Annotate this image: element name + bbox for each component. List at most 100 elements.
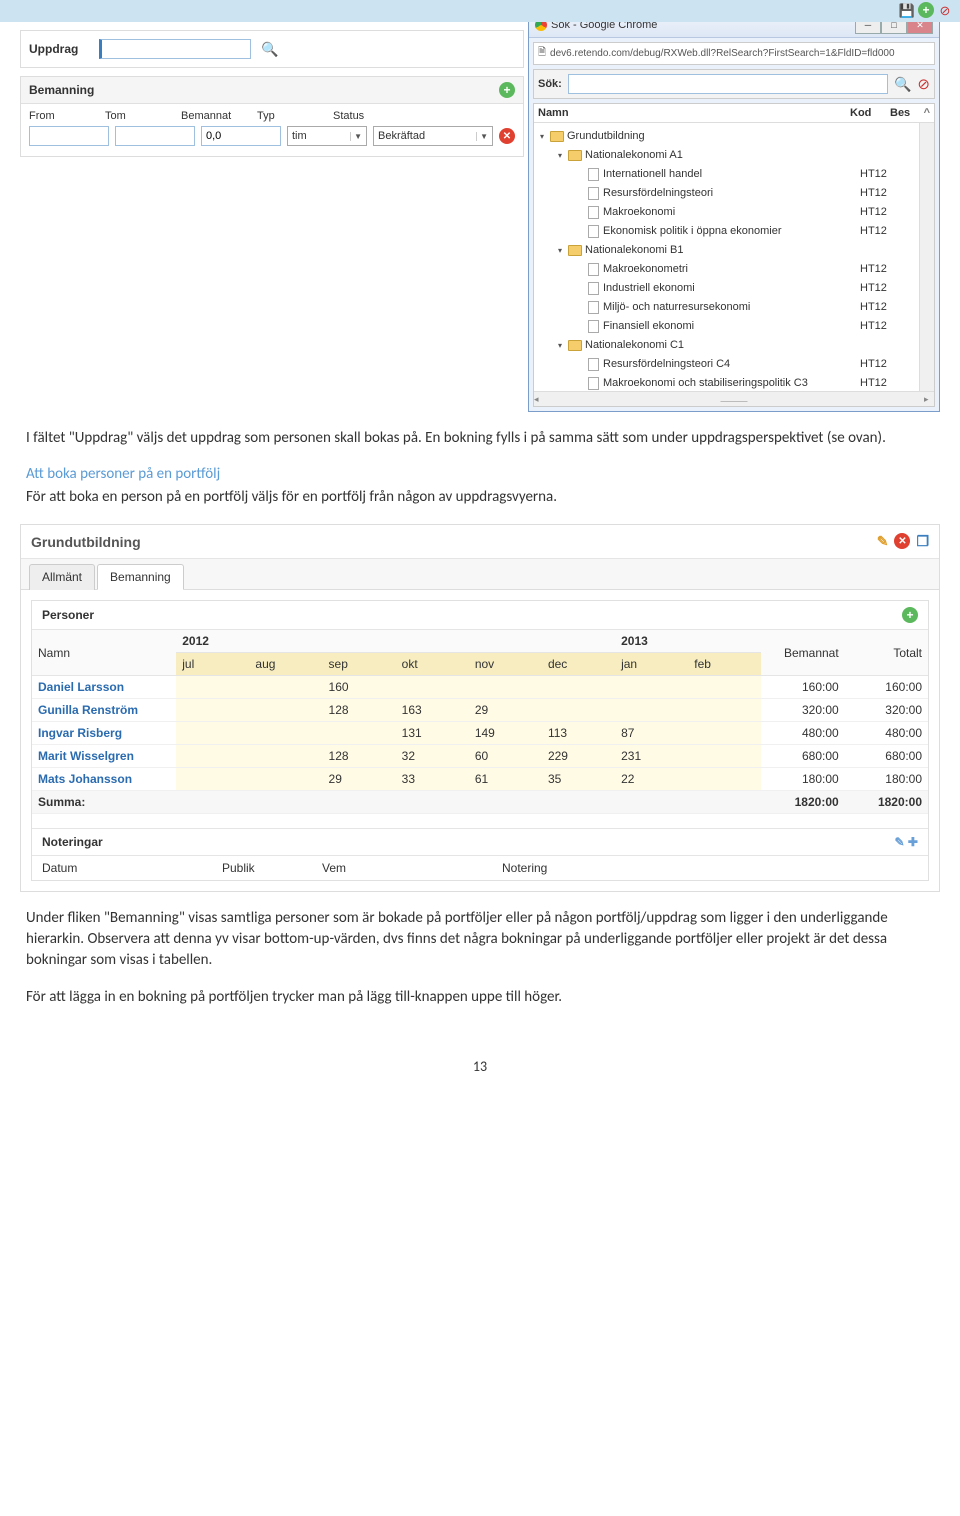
expand-caret[interactable]: ▾	[558, 242, 568, 259]
uppdrag-input[interactable]	[99, 39, 251, 59]
save-icon[interactable]: 💾	[898, 2, 916, 20]
table-row: Gunilla Renström12816329320:00320:00	[32, 699, 928, 722]
th-month: jan	[615, 653, 688, 676]
tree-row[interactable]: ▾ Grundutbildning	[534, 127, 934, 146]
person-name[interactable]: Ingvar Risberg	[32, 722, 176, 745]
tree-row[interactable]: Makroekonomi och stabiliseringspolitik C…	[534, 374, 934, 391]
th-bemannat: Bemannat	[761, 630, 844, 676]
person-name[interactable]: Gunilla Renström	[32, 699, 176, 722]
tree-row[interactable]: MakroekonomiHT12	[534, 203, 934, 222]
tree-row[interactable]: ResursfördelningsteoriHT12	[534, 184, 934, 203]
chevron-down-icon: ▼	[476, 132, 488, 141]
edit-icon[interactable]: ✎	[877, 533, 889, 550]
month-value	[688, 699, 761, 722]
th-caret: ^	[920, 107, 930, 119]
add-row-icon[interactable]: +	[499, 82, 515, 98]
tree-label: Resursfördelningsteori C4	[603, 356, 860, 373]
totalt-value: 480:00	[845, 722, 928, 745]
paragraph-2: Under fliken "Bemanning" visas samtliga …	[26, 908, 934, 971]
bemannat-value: 480:00	[761, 722, 844, 745]
bemannat-value: 320:00	[761, 699, 844, 722]
copy-icon[interactable]: ❐	[916, 533, 929, 550]
typ-select[interactable]: tim ▼	[287, 126, 367, 146]
tab-allmant[interactable]: Allmänt	[29, 564, 95, 590]
paragraph-1b: För att boka en person på en portfölj vä…	[26, 487, 934, 508]
table-row: Mats Johansson2933613522180:00180:00	[32, 768, 928, 791]
tree-kod: HT12	[860, 204, 900, 221]
document-icon	[586, 226, 600, 238]
month-value	[688, 722, 761, 745]
person-name[interactable]: Daniel Larsson	[32, 676, 176, 699]
tree-row[interactable]: Miljö- och naturresursekonomiHT12	[534, 298, 934, 317]
block-icon[interactable]: ⊘	[917, 75, 930, 93]
tree-row[interactable]: ▾Nationalekonomi B1	[534, 241, 934, 260]
th-bes: Bes	[890, 107, 920, 119]
tom-input[interactable]	[115, 126, 195, 146]
tree-kod: HT12	[860, 356, 900, 373]
document-icon	[586, 188, 600, 200]
document-icon	[586, 207, 600, 219]
tree-row[interactable]: Internationell handelHT12	[534, 165, 934, 184]
noteringar-icons[interactable]: ✎ ✚	[895, 835, 918, 849]
th-month: jul	[176, 653, 249, 676]
th-namn: Namn	[32, 630, 176, 676]
tree-row[interactable]: ▾ Nationalekonomi A1	[534, 146, 934, 165]
folder-icon	[568, 150, 582, 162]
tree-kod: HT12	[860, 299, 900, 316]
page-number: 13	[20, 1058, 940, 1075]
tree-kod: HT12	[860, 223, 900, 240]
person-name[interactable]: Mats Johansson	[32, 768, 176, 791]
tree-label: Grundutbildning	[567, 128, 860, 145]
tree-row[interactable]: Ekonomisk politik i öppna ekonomierHT12	[534, 222, 934, 241]
tree-row[interactable]: Resursfördelningsteori C4HT12	[534, 355, 934, 374]
search-icon[interactable]: 🔍	[894, 76, 911, 93]
expand-caret[interactable]: ▾	[558, 147, 568, 164]
delete-row-icon[interactable]: ✕	[499, 128, 515, 144]
bemannat-input[interactable]	[201, 126, 281, 146]
th-totalt: Totalt	[845, 630, 928, 676]
table-row: Ingvar Risberg13114911387480:00480:00	[32, 722, 928, 745]
delete-icon[interactable]: ✕	[894, 533, 910, 549]
tree-label: Ekonomisk politik i öppna ekonomier	[603, 223, 860, 240]
month-value	[396, 676, 469, 699]
add-icon[interactable]: +	[918, 2, 934, 18]
tree-kod: HT12	[860, 280, 900, 297]
document-icon	[586, 283, 600, 295]
tab-bemanning[interactable]: Bemanning	[97, 564, 184, 590]
h-scrollbar[interactable]: ◂ ⎼⎼⎼ ▸	[534, 391, 934, 406]
month-value	[176, 676, 249, 699]
tree-row[interactable]: Industriell ekonomiHT12	[534, 279, 934, 298]
person-name[interactable]: Marit Wisselgren	[32, 745, 176, 768]
totalt-value: 320:00	[845, 699, 928, 722]
month-value: 163	[396, 699, 469, 722]
scrollbar[interactable]	[919, 123, 934, 391]
month-value	[176, 768, 249, 791]
sok-input[interactable]	[568, 74, 888, 94]
month-value	[469, 676, 542, 699]
document-icon	[586, 302, 600, 314]
status-select[interactable]: Bekräftad ▼	[373, 126, 493, 146]
th-month: dec	[542, 653, 615, 676]
month-value	[688, 768, 761, 791]
month-value: 87	[615, 722, 688, 745]
paragraph-3: För att lägga in en bokning på portfölje…	[26, 987, 934, 1008]
search-icon[interactable]: 🔍	[261, 41, 278, 58]
add-person-icon[interactable]: +	[902, 607, 918, 623]
tree-kod: HT12	[860, 185, 900, 202]
month-value	[542, 699, 615, 722]
expand-caret[interactable]: ▾	[540, 128, 550, 145]
tree-kod: HT12	[860, 166, 900, 183]
th-kod: Kod	[850, 107, 890, 119]
month-value: 35	[542, 768, 615, 791]
month-value: 33	[396, 768, 469, 791]
bemannat-value: 160:00	[761, 676, 844, 699]
from-input[interactable]	[29, 126, 109, 146]
tree-row[interactable]: Finansiell ekonomiHT12	[534, 317, 934, 336]
expand-caret[interactable]: ▾	[558, 337, 568, 354]
tree-label: Industriell ekonomi	[603, 280, 860, 297]
personer-title: Personer	[42, 608, 94, 622]
tree-label: Nationalekonomi A1	[585, 147, 860, 164]
tree-row[interactable]: ▾Nationalekonomi C1	[534, 336, 934, 355]
block-icon[interactable]: ⊘	[936, 2, 954, 20]
tree-row[interactable]: MakroekonometriHT12	[534, 260, 934, 279]
